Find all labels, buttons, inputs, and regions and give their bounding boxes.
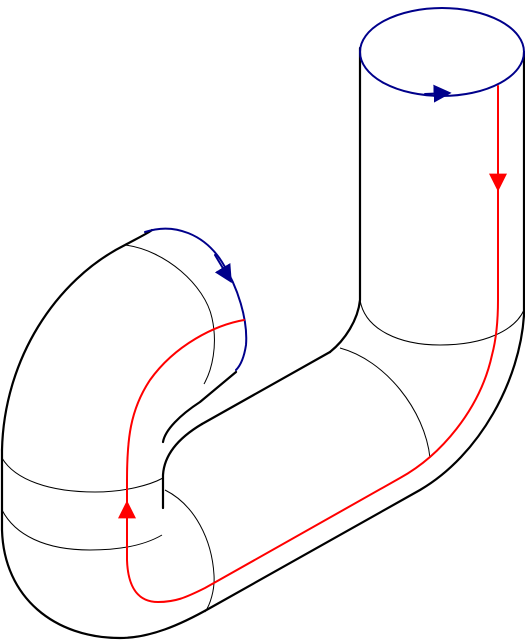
horizontal-tube-lower-edge xyxy=(161,370,238,444)
section-cylinder-base xyxy=(359,299,525,346)
top-boundary-circle xyxy=(359,7,525,97)
traversal-path xyxy=(118,85,507,604)
boundary-curves xyxy=(144,7,525,371)
red-path-curve xyxy=(126,85,499,604)
cross-sections xyxy=(1,244,525,613)
top-circle-arrow-icon xyxy=(424,84,452,103)
tube-end-arc xyxy=(144,227,248,371)
ubend-inner-edge xyxy=(161,422,204,510)
section-upper-bend xyxy=(124,244,215,385)
section-horizontal-right xyxy=(339,347,431,459)
cylinder-left-edge xyxy=(328,46,362,354)
tube-end-arrow-icon xyxy=(214,254,232,284)
section-left-upper xyxy=(1,457,164,493)
ubend-outer-arc xyxy=(0,228,154,452)
section-left-lower xyxy=(1,509,163,551)
cylinder-right-edge xyxy=(0,50,525,640)
horizontal-tube-top-edge xyxy=(200,350,332,426)
tube-outline xyxy=(0,46,525,640)
section-lower-bend xyxy=(164,489,215,613)
